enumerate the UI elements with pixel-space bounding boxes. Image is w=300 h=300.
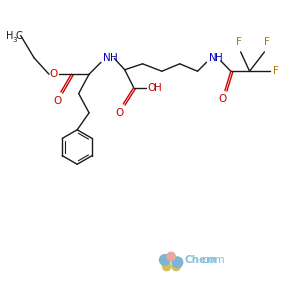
Text: H: H bbox=[6, 31, 13, 40]
Text: O: O bbox=[218, 94, 226, 104]
Circle shape bbox=[172, 257, 183, 268]
Text: H: H bbox=[110, 53, 117, 64]
Text: C: C bbox=[15, 31, 22, 40]
Text: N: N bbox=[208, 53, 216, 64]
Text: O: O bbox=[50, 69, 58, 79]
Text: O: O bbox=[53, 96, 61, 106]
Circle shape bbox=[172, 262, 180, 271]
Circle shape bbox=[163, 262, 171, 271]
Circle shape bbox=[160, 255, 170, 265]
Text: 3: 3 bbox=[12, 37, 17, 43]
Text: O: O bbox=[148, 82, 156, 93]
Text: F: F bbox=[265, 38, 270, 47]
Text: F: F bbox=[236, 38, 242, 47]
Text: O: O bbox=[115, 108, 124, 118]
Text: H: H bbox=[215, 53, 223, 64]
Text: F: F bbox=[273, 66, 279, 76]
Text: H: H bbox=[154, 82, 162, 93]
Text: N: N bbox=[103, 53, 111, 64]
Text: .com: .com bbox=[200, 255, 226, 265]
Circle shape bbox=[167, 252, 175, 261]
Text: Chem: Chem bbox=[184, 255, 217, 265]
